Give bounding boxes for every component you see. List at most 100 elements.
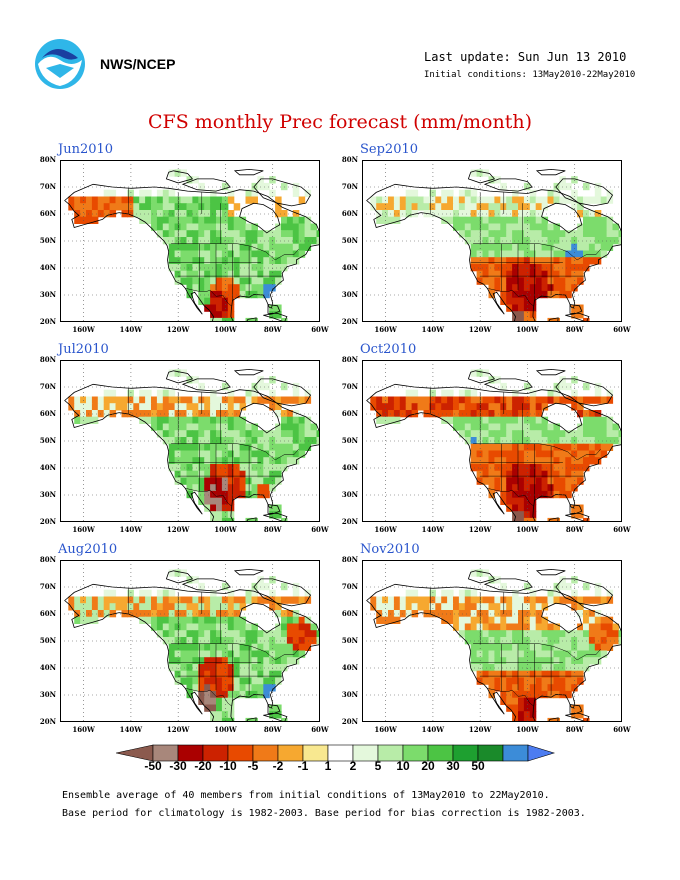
lat-tick-label: 30N <box>341 490 358 499</box>
colorbar-label: 2 <box>349 759 357 773</box>
lon-tick-label: 80W <box>263 525 282 534</box>
lon-tick-label: 160W <box>374 525 397 534</box>
colorbar-label: -50 <box>144 759 162 773</box>
lat-tick-label: 40N <box>341 463 358 472</box>
lon-tick-label: 160W <box>72 525 95 534</box>
colorbar-label: 1 <box>324 759 332 773</box>
lon-tick-label: 160W <box>374 725 397 734</box>
lat-tick-label: 30N <box>341 290 358 299</box>
lon-tick-label: 120W <box>468 525 492 534</box>
lat-tick-label: 60N <box>341 209 358 218</box>
lat-tick-label: 60N <box>39 409 56 418</box>
last-update: Last update: Sun Jun 13 2010 <box>424 50 627 64</box>
panel-title: Jul2010 <box>58 342 109 357</box>
lon-tick-label: 160W <box>374 325 397 334</box>
lat-tick-label: 80N <box>341 555 358 564</box>
lat-tick-label: 50N <box>341 636 358 645</box>
lat-tick-label: 70N <box>39 582 56 591</box>
lat-tick-label: 70N <box>39 182 56 191</box>
lon-tick-label: 60W <box>311 525 329 534</box>
lat-tick-label: 80N <box>341 355 358 364</box>
org-name: NWS/NCEP <box>100 56 176 72</box>
forecast-map <box>362 560 622 722</box>
lon-tick-label: 160W <box>72 725 95 734</box>
lat-tick-label: 20N <box>39 317 56 326</box>
lon-tick-label: 140W <box>421 725 445 734</box>
lat-tick-label: 40N <box>341 663 358 672</box>
colorbar-label: -1 <box>297 759 309 773</box>
lat-tick-label: 50N <box>341 436 358 445</box>
lon-tick-label: 120W <box>166 725 190 734</box>
lon-tick-label: 120W <box>166 325 190 334</box>
lon-tick-label: 80W <box>565 325 584 334</box>
lat-tick-label: 20N <box>39 517 56 526</box>
colorbar-label: 50 <box>471 759 485 773</box>
lat-tick-label: 20N <box>39 717 56 726</box>
lon-tick-label: 80W <box>565 725 584 734</box>
lon-tick-label: 100W <box>516 725 539 734</box>
lat-tick-label: 80N <box>39 355 56 364</box>
lon-tick-label: 100W <box>516 525 539 534</box>
lat-tick-label: 60N <box>39 609 56 618</box>
panel-title: Jun2010 <box>58 142 114 157</box>
lon-tick-label: 100W <box>516 325 539 334</box>
lon-tick-label: 140W <box>421 325 445 334</box>
lat-tick-label: 20N <box>341 517 358 526</box>
lon-tick-label: 60W <box>613 525 631 534</box>
lon-tick-label: 80W <box>263 725 282 734</box>
forecast-map <box>60 160 320 322</box>
panel-title: Sep2010 <box>360 142 419 157</box>
lat-tick-label: 20N <box>341 317 358 326</box>
colorbar-label: -10 <box>219 759 237 773</box>
lon-tick-label: 80W <box>263 325 282 334</box>
lon-tick-label: 120W <box>468 325 492 334</box>
colorbar-segment <box>527 744 556 762</box>
lon-tick-label: 100W <box>214 325 237 334</box>
lat-tick-label: 50N <box>39 636 56 645</box>
lon-tick-label: 60W <box>613 725 631 734</box>
lat-tick-label: 50N <box>341 236 358 245</box>
lat-tick-label: 60N <box>341 409 358 418</box>
lon-tick-label: 140W <box>119 525 143 534</box>
lon-tick-label: 60W <box>311 725 329 734</box>
colorbar-label: -20 <box>194 759 212 773</box>
lon-tick-label: 100W <box>214 525 237 534</box>
colorbar <box>116 744 556 762</box>
colorbar-label: -30 <box>169 759 187 773</box>
lat-tick-label: 80N <box>39 155 56 164</box>
colorbar-label: 5 <box>374 759 382 773</box>
lat-tick-label: 20N <box>341 717 358 726</box>
colorbar-segment <box>502 744 529 762</box>
lat-tick-label: 30N <box>39 490 56 499</box>
forecast-map <box>362 160 622 322</box>
forecast-map <box>362 360 622 522</box>
panel-title: Oct2010 <box>360 342 417 357</box>
panel-title: Aug2010 <box>58 542 118 557</box>
footer-line-1: Ensemble average of 40 members from init… <box>62 790 550 801</box>
lon-tick-label: 80W <box>565 525 584 534</box>
lat-tick-label: 60N <box>39 209 56 218</box>
lon-tick-label: 140W <box>119 325 143 334</box>
lat-tick-label: 80N <box>39 555 56 564</box>
lon-tick-label: 120W <box>166 525 190 534</box>
page-title: CFS monthly Prec forecast (mm/month) <box>148 111 532 133</box>
lat-tick-label: 80N <box>341 155 358 164</box>
lat-tick-label: 30N <box>39 290 56 299</box>
noaa-logo <box>35 39 85 89</box>
lat-tick-label: 40N <box>39 663 56 672</box>
lat-tick-label: 40N <box>39 463 56 472</box>
lat-tick-label: 50N <box>39 236 56 245</box>
lat-tick-label: 40N <box>39 263 56 272</box>
colorbar-label: -5 <box>247 759 259 773</box>
lat-tick-label: 70N <box>341 182 358 191</box>
lon-tick-label: 60W <box>613 325 631 334</box>
colorbar-label: 20 <box>421 759 435 773</box>
lat-tick-label: 70N <box>39 382 56 391</box>
lon-tick-label: 100W <box>214 725 237 734</box>
lat-tick-label: 70N <box>341 582 358 591</box>
lat-tick-label: 40N <box>341 263 358 272</box>
lat-tick-label: 60N <box>341 609 358 618</box>
panel-title: Nov2010 <box>360 542 420 557</box>
footer-line-2: Base period for climatology is 1982-2003… <box>62 808 586 819</box>
initial-conditions: Initial conditions: 13May2010-22May2010 <box>424 70 636 80</box>
